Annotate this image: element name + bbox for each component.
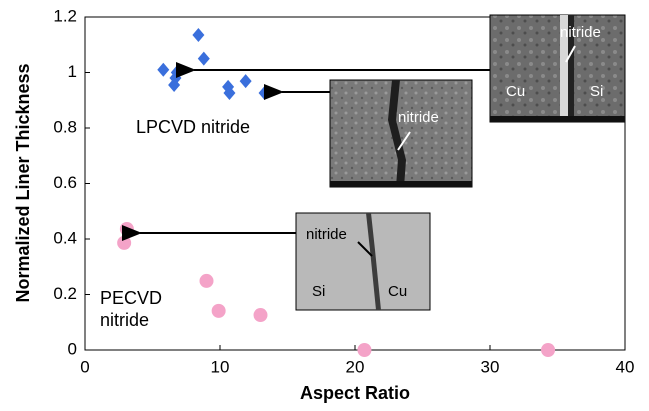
y-tick-label: 0 [68, 339, 77, 358]
x-tick-label: 20 [346, 357, 365, 376]
y-tick-label: 0.6 [53, 173, 77, 192]
point [120, 222, 134, 236]
point [240, 74, 252, 88]
sem-inset: nitride Si Cu [296, 213, 430, 310]
inset-label: Si [312, 283, 325, 300]
inset-label: nitride [306, 226, 347, 243]
point [192, 28, 204, 42]
y-tick-label: 1 [68, 62, 77, 81]
point [259, 86, 271, 100]
x-tick-label: 10 [211, 357, 230, 376]
inset-label: nitride [398, 109, 439, 126]
point [254, 308, 268, 322]
x-tick-label: 0 [80, 357, 89, 376]
point [541, 343, 555, 357]
point [212, 304, 226, 318]
inset-label: Si [590, 83, 603, 100]
y-tick-label: 0.4 [53, 228, 77, 247]
sem-inset: nitride [330, 80, 472, 187]
chart: nitride Cu Si nitride nitride Si Cu LPCV… [0, 0, 649, 406]
y-tick-label: 1.2 [53, 6, 77, 25]
series-label: LPCVD nitride [136, 117, 250, 137]
point [200, 274, 214, 288]
series-label: PECVD nitride [100, 287, 170, 331]
inset-label: Cu [506, 83, 525, 100]
y-tick-label: 0.8 [53, 117, 77, 136]
sem-inset: nitride Cu Si [490, 15, 625, 122]
series-label-box: PECVD nitride [100, 287, 180, 337]
point [117, 236, 131, 250]
x-tick-label: 30 [481, 357, 500, 376]
x-axis-label: Aspect Ratio [300, 383, 410, 403]
point [198, 52, 210, 66]
page: nitride Cu Si nitride nitride Si Cu LPCV… [0, 0, 649, 411]
y-axis-label: Normalized Liner Thickness [13, 63, 33, 302]
x-tick-label: 40 [616, 357, 635, 376]
inset-label: Cu [388, 283, 407, 300]
point [157, 63, 169, 77]
inset-label: nitride [560, 24, 601, 41]
point [357, 343, 371, 357]
y-tick-label: 0.2 [53, 284, 77, 303]
